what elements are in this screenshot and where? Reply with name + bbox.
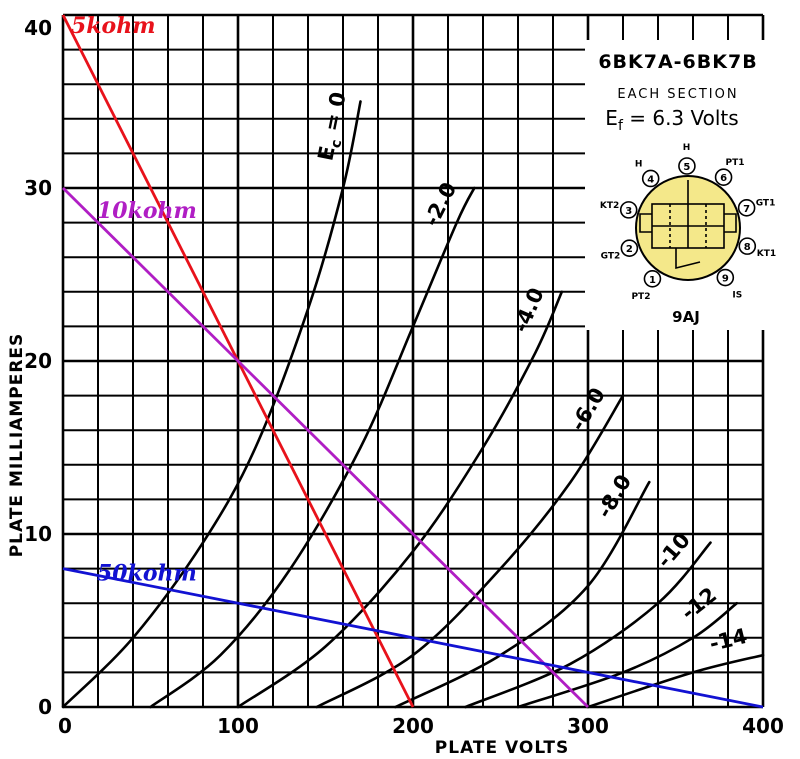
pin-label: PT1 — [726, 158, 745, 168]
pin-label: KT1 — [757, 249, 776, 259]
y-tick-label: 0 — [38, 695, 52, 719]
plate-curve — [586, 653, 765, 709]
y-tick-label: 40 — [24, 16, 52, 40]
x-tick-label: 100 — [217, 714, 259, 738]
plate-curve — [61, 100, 362, 709]
plate-curve — [236, 290, 564, 709]
curve-label: -14 — [707, 624, 750, 656]
pin-label: GT1 — [756, 198, 776, 208]
x-tick-label: 0 — [58, 714, 72, 738]
load-line — [62, 567, 764, 709]
base-code-label: 9AJ — [672, 308, 700, 326]
pin-number: 3 — [625, 206, 632, 217]
pin-circle — [678, 157, 696, 175]
pin-number: 5 — [683, 162, 690, 173]
pin-circle — [619, 201, 638, 219]
x-tick-label: 300 — [567, 714, 609, 738]
pin-circle — [714, 168, 733, 187]
y-tick-label: 30 — [24, 176, 52, 200]
x-tick-label: 400 — [742, 714, 784, 738]
pin-number: 9 — [722, 274, 729, 285]
load-line-label: 50kohm — [97, 561, 197, 587]
x-axis-label: PLATE VOLTS — [435, 738, 569, 758]
load-line — [62, 187, 589, 708]
tube-info-inset: 6BK7A-6BK7B EACH SECTION Ef = 6.3 Volts … — [585, 40, 785, 330]
plate-curve — [516, 601, 739, 709]
pin-number: 1 — [649, 275, 656, 286]
load-lines: 5kohm 10kohm 50kohm — [61, 13, 764, 709]
plate-curve — [394, 480, 651, 709]
plate-curve — [315, 394, 625, 709]
electrode-sketch — [639, 180, 737, 270]
plate-curves: Ec = 0-2.0-4.0-6.0-8.0-10-12-14 — [61, 90, 765, 709]
pin-number: 8 — [744, 242, 751, 253]
pin-label: KT2 — [600, 201, 619, 211]
x-tick-label: 200 — [392, 714, 434, 738]
plate-curve — [149, 186, 476, 709]
pin-label: H — [683, 143, 691, 153]
section-label: EACH SECTION — [617, 87, 738, 102]
y-axis-label: PLATE MILLIAMPERES — [7, 333, 27, 558]
y-tick-label: 10 — [24, 522, 52, 546]
pin-circle — [641, 169, 660, 188]
pin-circle — [737, 199, 756, 217]
pin-circle — [643, 269, 662, 288]
plate-curve — [464, 541, 712, 709]
curve-label: -8.0 — [592, 470, 636, 522]
pin-label: IS — [732, 290, 742, 300]
pin-circle — [716, 268, 735, 287]
pin-number: 7 — [743, 204, 750, 215]
y-tick-label: 20 — [24, 349, 52, 373]
pin-number: 2 — [626, 244, 633, 255]
heater-voltage-label: Ef = 6.3 Volts — [605, 106, 738, 134]
axis-ticks: 0 100 200 300 400 0 10 20 30 40 — [24, 16, 784, 738]
load-line-label: 10kohm — [97, 198, 197, 224]
curve-label: -12 — [677, 583, 722, 625]
pin-label: H — [635, 160, 643, 170]
pin-circle — [620, 239, 639, 257]
pin-number: 4 — [647, 174, 654, 185]
tube-type-label: 6BK7A-6BK7B — [598, 51, 757, 73]
pin-number: 6 — [720, 173, 727, 184]
pin-circle — [738, 237, 757, 255]
pin-label: GT2 — [601, 252, 621, 262]
load-line-label: 5kohm — [71, 13, 156, 39]
pin-label: PT2 — [631, 292, 650, 302]
